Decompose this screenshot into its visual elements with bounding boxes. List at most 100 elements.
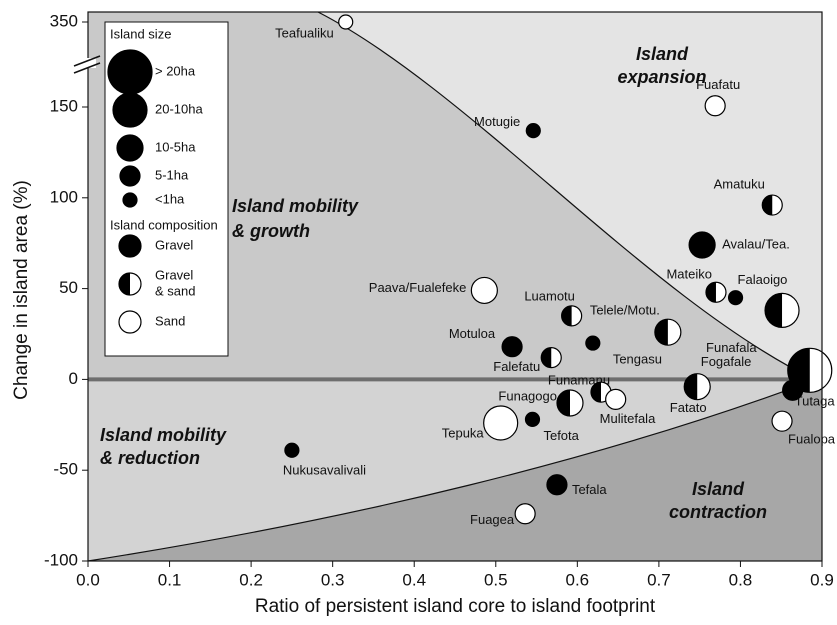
legend-label: & sand xyxy=(155,283,195,298)
y-tick-label: -50 xyxy=(53,460,78,479)
y-tick-label: 150 xyxy=(50,96,78,115)
point-label: Tutaga xyxy=(795,394,836,409)
point xyxy=(605,388,627,410)
y-tick-label: 350 xyxy=(50,11,78,30)
region-label: Island xyxy=(692,479,745,499)
point-label: Teafualiku xyxy=(275,25,334,40)
point xyxy=(118,234,142,258)
legend: Island size > 20ha 20-10ha 10-5ha 5-1ha <1ha I… xyxy=(107,26,218,334)
point-gravel-half xyxy=(541,347,552,368)
point xyxy=(525,123,541,139)
point-label: Luamotu xyxy=(524,288,575,303)
point xyxy=(112,92,148,128)
point-label: Falefatu xyxy=(493,359,540,374)
x-tick-label: 0.1 xyxy=(158,570,182,589)
legend-label: > 20ha xyxy=(155,63,196,78)
point-label: Fatato xyxy=(670,400,707,415)
point xyxy=(116,134,144,162)
growth-region xyxy=(88,12,815,380)
break-mark xyxy=(73,62,101,74)
point-label: Mulitefala xyxy=(600,411,656,426)
legend-label: Gravel xyxy=(155,237,193,252)
point-gravel-half xyxy=(765,293,783,328)
point xyxy=(119,165,141,187)
legend-label: 20-10ha xyxy=(155,101,203,116)
lower-boundary xyxy=(87,379,816,562)
point xyxy=(704,95,726,117)
legend-label: Sand xyxy=(155,313,185,328)
point-label: Fuagea xyxy=(470,512,515,527)
legend-label: 10-5ha xyxy=(155,139,196,154)
point xyxy=(782,379,804,401)
point xyxy=(501,336,523,358)
legend-label: 5-1ha xyxy=(155,167,189,182)
point xyxy=(107,49,153,95)
legend-label: Gravel xyxy=(155,267,193,282)
legend-title: Island size xyxy=(110,26,171,41)
region-label: Island xyxy=(636,44,689,64)
x-tick-label: 0.7 xyxy=(647,570,671,589)
point-gravel-half xyxy=(556,390,570,417)
point xyxy=(338,14,354,30)
point-label: Falaoigo xyxy=(738,272,788,287)
point xyxy=(524,411,541,427)
point-label: Motuloa xyxy=(449,326,496,341)
x-tick-label: 0.9 xyxy=(810,570,834,589)
y-tick-label: 50 xyxy=(59,278,78,297)
x-tick-label: 0.8 xyxy=(729,570,753,589)
upper-boundary xyxy=(317,11,816,381)
point xyxy=(122,192,138,208)
point xyxy=(514,503,536,525)
point xyxy=(688,231,716,259)
point-gravel-half xyxy=(762,195,773,216)
point-label: Paava/Fualefeke xyxy=(369,280,467,295)
point-gravel-half xyxy=(654,319,668,346)
plot-frame xyxy=(87,11,823,562)
point-label: Nukusavalivali xyxy=(283,463,366,478)
y-tick-label: 0 xyxy=(69,369,78,388)
point xyxy=(727,290,744,306)
x-tick-label: 0.4 xyxy=(402,570,426,589)
point xyxy=(771,410,793,432)
point-label: Tengasu xyxy=(613,352,662,367)
break-gap xyxy=(80,58,96,68)
point-label: Funafala xyxy=(706,340,757,355)
y-tick-label: 100 xyxy=(50,187,78,206)
point xyxy=(118,310,142,334)
point-gravel-half xyxy=(705,282,716,303)
point-label: Amatuku xyxy=(714,177,765,192)
point-label: Fualopa xyxy=(788,432,836,447)
point-label: Tefota xyxy=(543,428,579,443)
point-label: Tepuka xyxy=(442,425,485,440)
plot-layer: Island expansion Island mobility & growth Is… xyxy=(88,14,836,527)
x-tick-label: 0.2 xyxy=(239,570,263,589)
region-label: contraction xyxy=(669,502,767,522)
y-axis-title: Change in island area (%) xyxy=(11,180,32,400)
legend-label: <1ha xyxy=(155,191,185,206)
point-label: Mateiko xyxy=(666,267,712,282)
axis-break xyxy=(73,55,101,74)
point xyxy=(470,276,498,305)
point-label: Motugie xyxy=(474,114,520,129)
legend-title: Island composition xyxy=(110,217,218,232)
point xyxy=(585,335,601,351)
x-tick-label: 0.0 xyxy=(76,570,100,589)
break-mark xyxy=(73,55,101,67)
point-gravel-half xyxy=(590,382,601,403)
x-tick-label: 0.3 xyxy=(321,570,345,589)
region-label: Island mobility xyxy=(100,425,227,445)
x-axis-title: Ratio of persistent island core to islan… xyxy=(255,596,656,617)
region-label: & reduction xyxy=(100,448,200,468)
point xyxy=(483,405,519,441)
y-tick-label: -100 xyxy=(44,550,78,569)
region-label: Island mobility xyxy=(232,196,359,216)
point-gravel-half xyxy=(684,373,698,400)
region-label: & growth xyxy=(232,221,310,241)
regions xyxy=(87,11,822,562)
point xyxy=(546,474,568,496)
point-label: Tefala xyxy=(572,482,607,497)
point-label: Telele/Motu. xyxy=(590,303,660,318)
reduction-region xyxy=(88,380,815,561)
